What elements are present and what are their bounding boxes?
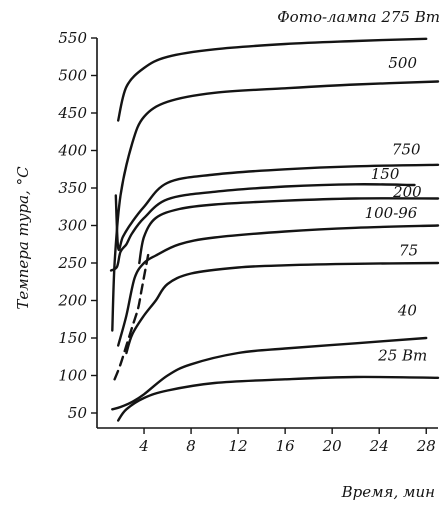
- curve-label-100-96: 100-96: [365, 204, 418, 222]
- curve-label-200: 200: [392, 183, 422, 201]
- y-tick-label-100: 100: [58, 367, 87, 385]
- y-tick-label-150: 150: [58, 329, 87, 347]
- x-tick-label-8: 8: [186, 437, 196, 455]
- curve-label-75: 75: [399, 242, 418, 260]
- y-tick-label-250: 250: [57, 254, 87, 272]
- y-tick-label-50: 50: [68, 404, 88, 422]
- curve-фото-лампа-275-вт: [117, 37, 428, 122]
- curve-40: [111, 336, 428, 411]
- curve-150: [109, 183, 416, 272]
- curve-label-40: 40: [397, 302, 418, 320]
- curve-label-25-вт: 25 Вт: [377, 347, 427, 365]
- curve-label-500: 500: [388, 54, 417, 72]
- y-tick-label-500: 500: [58, 67, 87, 85]
- curve-dashed: [113, 250, 150, 381]
- curves: [109, 37, 440, 422]
- curve-100-96: [117, 224, 440, 347]
- curve-25-вт: [117, 375, 440, 422]
- y-tick-label-200: 200: [57, 292, 87, 310]
- x-tick-label-16: 16: [276, 437, 296, 455]
- x-tick-label-20: 20: [322, 437, 343, 455]
- x-tick-label-24: 24: [369, 437, 389, 455]
- curve-75: [125, 261, 440, 355]
- y-axis-ticks: 50 100 150 200 250 300 350 400 450 500 550: [57, 29, 97, 422]
- x-axis-label: Время, мин: [341, 483, 435, 501]
- y-tick-label-350: 350: [58, 179, 87, 197]
- x-tick-label-4: 4: [138, 437, 149, 455]
- curve-label-150: 150: [371, 165, 400, 183]
- y-axis-label: Темпера тура, °С: [14, 166, 32, 310]
- y-tick-label-300: 300: [58, 217, 87, 235]
- y-tick-label-450: 450: [57, 104, 87, 122]
- curve-200: [138, 197, 440, 265]
- x-tick-label-12: 12: [229, 437, 248, 455]
- curve-label-750: 750: [392, 140, 421, 158]
- curve-750: [114, 163, 440, 251]
- x-tick-label-28: 28: [416, 437, 436, 455]
- y-tick-label-550: 550: [58, 29, 87, 47]
- y-tick-label-400: 400: [57, 142, 87, 160]
- x-axis-ticks: 4 8 12 16 20 24 28: [138, 428, 436, 455]
- chart-title: Фото-лампа 275 Вт: [277, 8, 440, 26]
